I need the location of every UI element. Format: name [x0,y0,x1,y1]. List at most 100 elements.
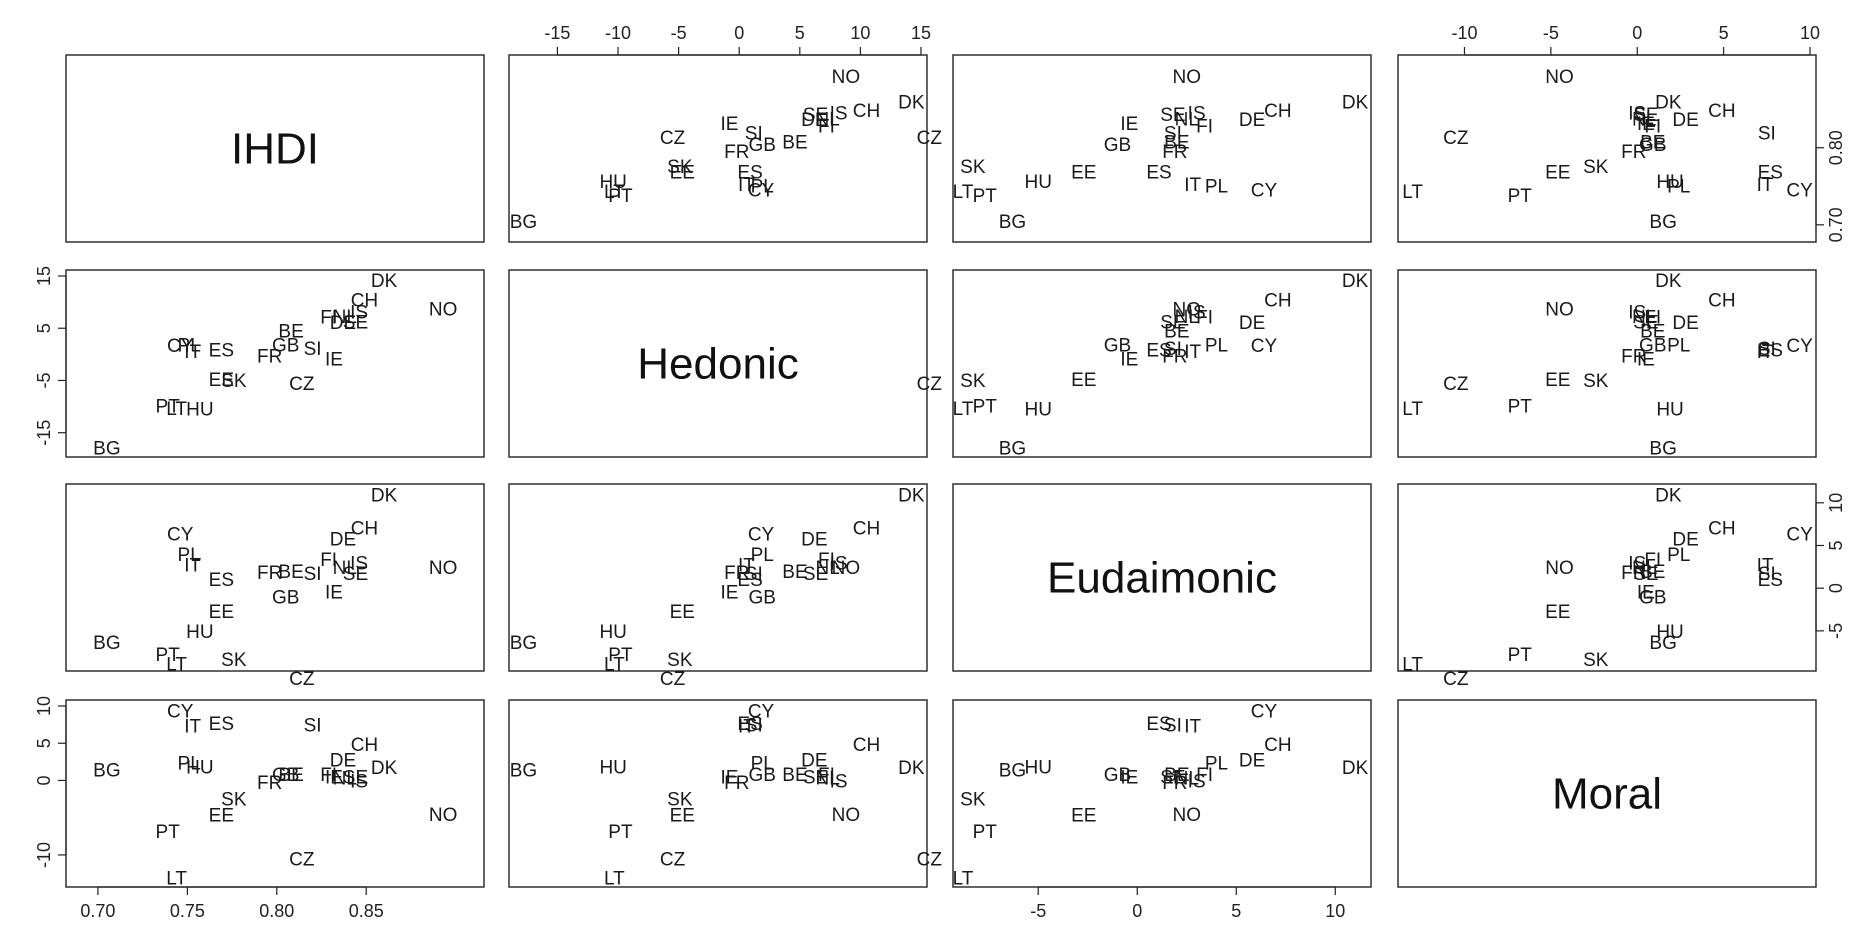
point-se: SE [1160,312,1185,333]
point-hu: HU [599,757,626,778]
point-se: SE [1160,768,1185,789]
point-es: ES [209,714,234,735]
point-ee: EE [1071,370,1096,391]
tick-label: 5 [795,23,805,43]
point-bg: BG [93,438,120,459]
point-sk: SK [960,157,986,178]
point-dk: DK [1655,485,1682,506]
point-it: IT [1757,175,1774,196]
point-dk: DK [898,758,925,779]
tick-label: 0.75 [170,901,205,921]
point-se: SE [1160,105,1185,126]
point-es: ES [737,570,762,591]
point-no: NO [1173,299,1202,320]
point-sk: SK [960,789,986,810]
panel-frame [65,54,485,243]
point-no: NO [429,805,458,826]
point-lt: LT [604,654,625,675]
point-be: BE [1640,133,1665,154]
point-de: DE [1672,530,1698,551]
point-lt: LT [953,399,974,420]
point-sk: SK [221,789,247,810]
point-se: SE [803,768,828,789]
point-nl: NL [1632,307,1656,328]
point-ch: CH [1264,735,1291,756]
point-lt: LT [1402,399,1423,420]
point-pt: PT [1508,186,1533,207]
point-dk: DK [1655,92,1682,113]
point-gb: GB [749,135,776,156]
point-ie: IE [1120,114,1138,135]
panel-ihdi-vs-eudaimonic: NO NL DE SE IS CH FI DK IE SI GB BE CZ FR SK EE IT ES HU PL… [917,54,1372,243]
tick-label: -5 [1826,623,1846,639]
panel-frame [508,483,928,672]
point-lt: LT [1402,182,1423,203]
point-ch: CH [1264,101,1291,122]
point-es: ES [1146,163,1171,184]
point-pt: PT [1508,645,1533,666]
point-ie: IE [721,114,739,135]
point-fr: FR [257,563,282,584]
point-cy: CY [167,336,194,357]
point-dk: DK [898,92,925,113]
tick-label: 0 [1132,901,1142,921]
point-ie: IE [1637,114,1655,135]
point-fr: FR [1621,142,1646,163]
point-bg: BG [510,760,537,781]
point-hu: HU [599,172,626,193]
panel-frame [952,269,1372,458]
point-fr: FR [1162,773,1187,794]
point-si: SI [745,123,763,144]
point-dk: DK [898,485,925,506]
point-de: DE [330,530,356,551]
point-es: ES [1758,163,1783,184]
point-pt: PT [1508,397,1533,418]
point-sk: SK [1583,371,1609,392]
point-de: DE [801,530,827,551]
point-ch: CH [853,519,880,540]
point-ie: IE [325,768,343,789]
point-it: IT [738,175,755,196]
point-ie: IE [1637,350,1655,371]
point-bg: BG [510,212,537,233]
point-cz: CZ [1443,669,1469,690]
point-gb: GB [749,588,776,609]
point-it: IT [184,716,201,737]
point-cz: CZ [289,374,315,395]
point-gb: GB [1104,135,1131,156]
tick-label: 0.85 [349,901,384,921]
point-no: NO [1545,67,1574,88]
point-pl: PL [178,335,201,356]
panel-moral-vs-moral: Moral [1397,699,1817,888]
tick-label: 0.70 [1826,207,1846,242]
point-pl: PL [1205,177,1228,198]
y-axis-ihdi: 0.70 0.80 [1815,130,1846,242]
point-nl: NL [333,558,357,579]
point-cz: CZ [1443,128,1469,149]
point-es: ES [1146,341,1171,362]
point-ee: EE [1071,163,1096,184]
point-fr: FR [1162,346,1187,367]
tick-label: 0.70 [80,901,115,921]
point-it: IT [1757,342,1774,363]
point-gb: GB [749,765,776,786]
point-cy: CY [1786,525,1813,546]
point-cy: CY [748,701,775,722]
point-gb: GB [272,765,299,786]
variable-label-ihdi: IHDI [231,125,319,174]
point-si: SI [1758,339,1776,360]
point-se: SE [1633,105,1658,126]
panel-hedonic-vs-hedonic: Hedonic [508,269,928,458]
point-dk: DK [371,758,398,779]
point-cy: CY [1251,336,1278,357]
point-be: BE [1640,321,1665,342]
point-be: BE [782,133,807,154]
tick-label: 5 [1826,540,1846,550]
point-se: SE [803,105,828,126]
point-ee: EE [670,602,695,623]
point-is: IS [1188,771,1206,792]
point-is: IS [1188,303,1206,324]
point-pt: PT [156,397,181,418]
